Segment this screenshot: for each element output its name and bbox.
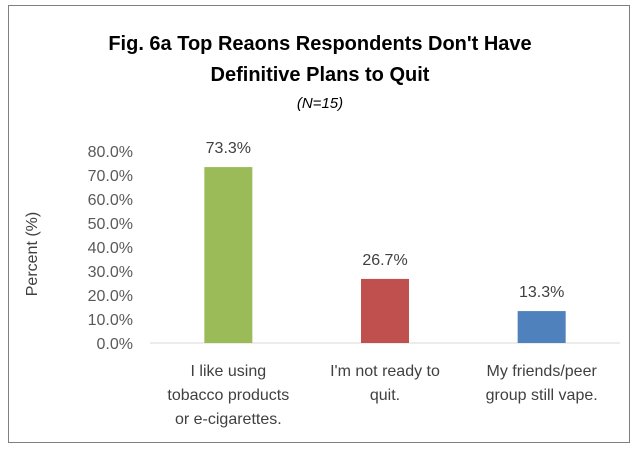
chart-subtitle: (N=15) bbox=[296, 95, 344, 112]
y-tick-label: 30.0% bbox=[88, 264, 133, 281]
y-tick-label: 0.0% bbox=[97, 336, 133, 353]
y-tick-label: 80.0% bbox=[88, 144, 133, 161]
chart-title-line-2: Definitive Plans to Quit bbox=[210, 64, 430, 86]
y-tick-label: 60.0% bbox=[88, 192, 133, 209]
bar bbox=[517, 311, 566, 343]
x-category-label: quit. bbox=[370, 387, 400, 404]
x-category-label: I like using bbox=[191, 363, 267, 380]
bar-data-label: 26.7% bbox=[362, 252, 407, 269]
x-category-label: or e-cigarettes. bbox=[175, 411, 282, 428]
x-category-label: I'm not ready to bbox=[330, 363, 440, 380]
chart-title-line-1: Fig. 6a Top Reaons Respondents Don't Hav… bbox=[108, 33, 532, 55]
y-tick-label: 50.0% bbox=[88, 216, 133, 233]
x-category-label: group still vape. bbox=[486, 387, 598, 404]
y-tick-label: 10.0% bbox=[88, 312, 133, 329]
y-tick-label: 40.0% bbox=[88, 240, 133, 257]
y-tick-label: 70.0% bbox=[88, 168, 133, 185]
bar-data-label: 13.3% bbox=[519, 284, 564, 301]
x-category-label: My friends/peer bbox=[487, 363, 598, 380]
bar-data-label: 73.3% bbox=[206, 140, 251, 157]
x-category-label: tobacco products bbox=[167, 387, 289, 404]
bar bbox=[361, 278, 409, 343]
bar bbox=[204, 167, 253, 343]
chart-frame bbox=[8, 5, 630, 443]
y-tick-label: 20.0% bbox=[88, 288, 133, 305]
